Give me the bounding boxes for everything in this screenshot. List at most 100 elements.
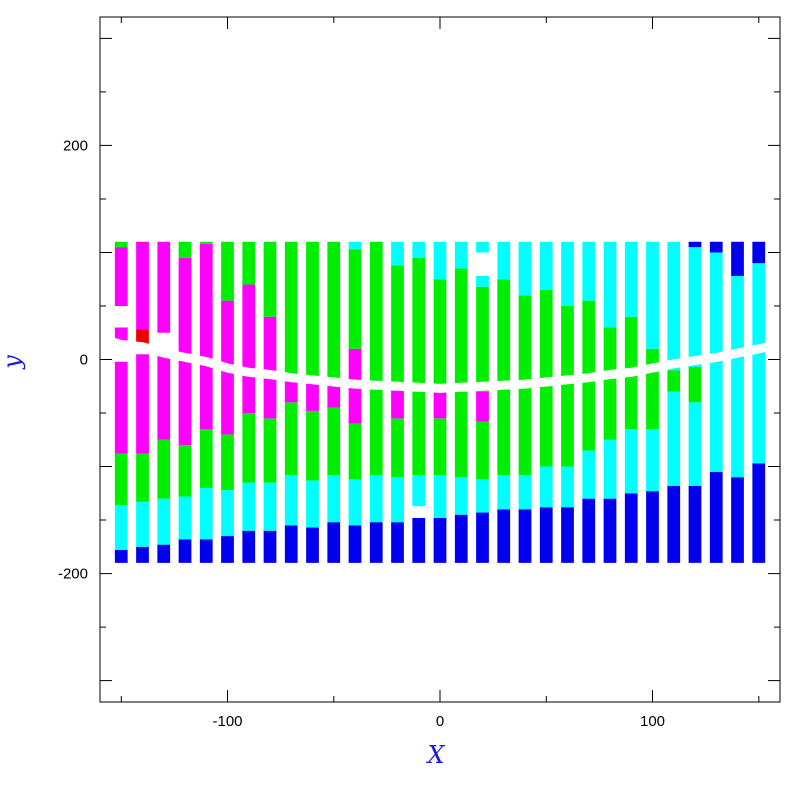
bar-segment-cyan: [263, 482, 277, 531]
bar-segment-green: [561, 383, 574, 467]
gap-band-layer: [98, 333, 781, 393]
bar-segment-blue: [306, 527, 319, 563]
bar-segment-cyan: [391, 477, 404, 523]
bar-segment-green: [476, 421, 489, 480]
bar-segment-green: [263, 241, 277, 317]
bar-segment-blue: [284, 525, 298, 563]
bar-segment-green: [178, 445, 192, 497]
bar-segment-cyan: [688, 247, 702, 367]
bar-segment-magenta: [178, 359, 192, 446]
bar-segment-cyan: [476, 241, 489, 253]
bar-column: [667, 241, 681, 563]
bar-segment-blue: [582, 498, 596, 563]
bar-segment-green: [284, 241, 298, 381]
bar-segment-magenta: [348, 348, 362, 388]
bar-segment-cyan: [688, 402, 702, 486]
bar-segment-blue: [561, 507, 574, 563]
bar-column: [136, 241, 149, 563]
bar-segment-cyan: [327, 475, 341, 523]
bar-column: [327, 241, 341, 563]
bar-column: [624, 241, 638, 563]
bar-segment-cyan: [561, 241, 574, 306]
bar-segment-green: [391, 418, 404, 478]
bar-segment-green: [242, 241, 256, 285]
y-axis-label: y: [0, 355, 26, 370]
bar-segment-green: [624, 375, 638, 430]
bar-column: [391, 241, 404, 563]
bar-segment-blue: [157, 544, 171, 563]
bar-segment-blue: [369, 522, 383, 563]
bar-segment-magenta: [114, 361, 128, 454]
bar-segment-magenta: [136, 241, 149, 330]
bar-segment-green: [667, 370, 681, 392]
bar-segment-white: [114, 346, 128, 362]
bar-segment-magenta: [284, 380, 298, 403]
bar-segment-green: [603, 327, 617, 379]
bar-segment-green: [157, 439, 171, 499]
bar-segment-blue: [752, 241, 766, 264]
bar-segment-green: [433, 279, 447, 392]
bar-segment-cyan: [476, 479, 489, 513]
bar-segment-blue: [518, 509, 532, 563]
gap-band-line: [98, 333, 781, 393]
bar-segment-blue: [348, 525, 362, 563]
bar-column: [709, 241, 723, 563]
bar-segment-magenta: [433, 391, 447, 419]
bar-segment-cyan: [114, 505, 128, 551]
bar-segment-magenta: [263, 316, 277, 379]
bar-segment-cyan: [667, 241, 681, 371]
bar-segment-blue: [646, 491, 659, 563]
bar-segment-magenta: [327, 385, 341, 408]
bar-segment-cyan: [752, 263, 766, 351]
bar-segment-blue: [391, 522, 404, 563]
bar-segment-green: [221, 434, 234, 491]
bar-segment-green: [284, 402, 298, 476]
bar-segment-green: [348, 423, 362, 480]
bar-segment-cyan: [497, 475, 511, 510]
bar-segment-cyan: [752, 350, 766, 464]
bar-segment-cyan: [433, 475, 447, 518]
bar-segment-green: [114, 241, 128, 248]
bar-segment-white: [476, 252, 489, 277]
x-tick-label: -100: [212, 713, 242, 730]
bar-segment-green: [539, 386, 553, 467]
bar-segment-white: [136, 348, 149, 355]
bar-segment-green: [348, 249, 362, 349]
bar-column: [114, 241, 128, 563]
bar-segment-green: [306, 241, 319, 384]
bar-segment-green: [646, 372, 659, 430]
x-axis-label: X: [425, 741, 445, 769]
bar-column: [603, 241, 617, 563]
bar-segment-magenta: [199, 364, 213, 430]
bar-segment-blue: [114, 550, 128, 563]
bar-segment-cyan: [306, 480, 319, 528]
bar-segment-magenta: [157, 241, 171, 333]
bar-segment-cyan: [539, 241, 553, 290]
bar-column: [731, 241, 744, 563]
bar-segment-green: [497, 279, 511, 390]
bar-segment-cyan: [348, 241, 362, 250]
bar-segment-magenta: [306, 383, 319, 411]
bar-segment-magenta: [136, 354, 149, 454]
y-tick-label: -200: [58, 566, 88, 583]
bar-segment-white: [412, 506, 426, 518]
bar-segment-green: [327, 407, 341, 476]
bar-column: [476, 241, 489, 563]
bar-segment-blue: [433, 517, 447, 563]
bar-segment-cyan: [242, 482, 256, 531]
bar-segment-blue: [497, 509, 511, 563]
bar-segment-green: [624, 316, 638, 376]
bar-segment-cyan: [731, 276, 744, 355]
tick-labels-layer: -100 0 100 -200 0 200: [58, 137, 665, 730]
bar-segment-cyan: [454, 241, 468, 269]
bar-segment-green: [582, 380, 596, 451]
bar-segment-blue: [731, 241, 744, 277]
bar-segment-green: [199, 429, 213, 488]
bar-segment-magenta: [242, 375, 256, 414]
bar-segment-green: [327, 241, 341, 386]
bar-column: [221, 241, 234, 563]
bar-segment-green: [199, 241, 213, 244]
bar-segment-blue: [476, 512, 489, 563]
bar-segment-cyan: [497, 241, 511, 280]
bar-segment-cyan: [709, 252, 723, 365]
